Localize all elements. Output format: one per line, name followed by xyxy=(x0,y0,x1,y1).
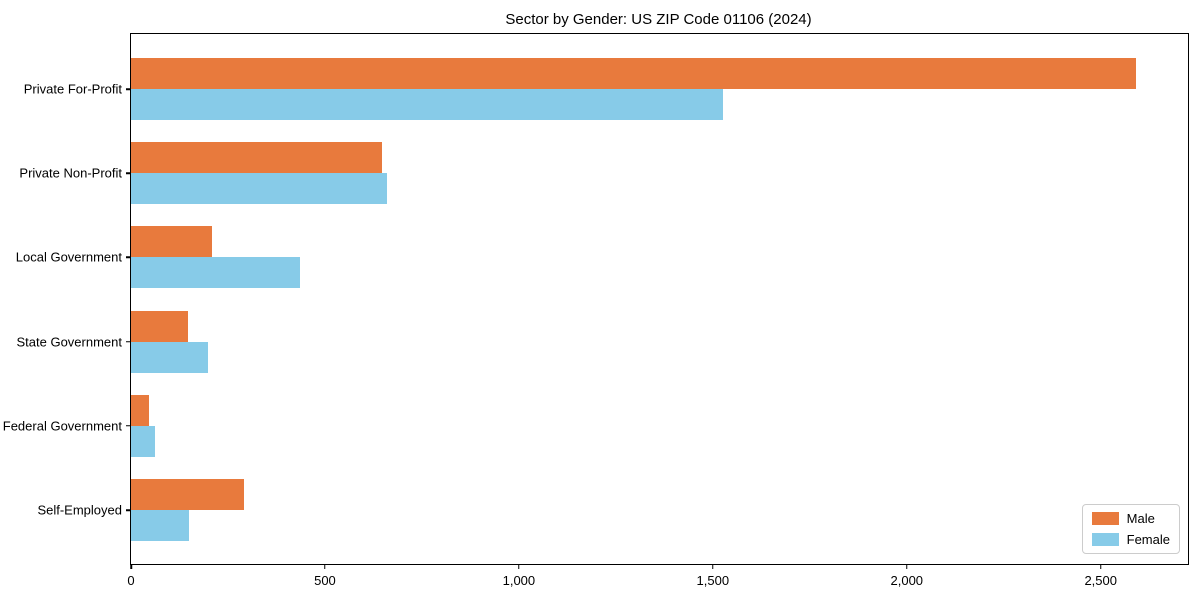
legend-item-male: Male xyxy=(1091,511,1170,526)
x-tick-mark-2000 xyxy=(906,564,908,569)
x-tick-mark-2500 xyxy=(1099,564,1102,569)
legend-label-female: Female xyxy=(1126,532,1170,547)
bar-male-federal-government xyxy=(131,394,149,426)
y-tick-mark-private-for-profit xyxy=(126,88,131,90)
y-tick-label-private-for-profit: Private For-Profit xyxy=(23,81,122,97)
legend-swatch-male-icon xyxy=(1091,512,1119,525)
legend-swatch-female-icon xyxy=(1091,533,1119,546)
x-tick-label-1500: 1,500 xyxy=(696,573,730,588)
bar-male-private-non-profit xyxy=(131,142,382,174)
legend-item-female: Female xyxy=(1091,532,1170,547)
bar-male-local-government xyxy=(131,226,213,258)
x-tick-label-1000: 1,000 xyxy=(502,573,536,588)
legend: Male Female xyxy=(1081,504,1180,554)
x-tick-label-500: 500 xyxy=(314,573,336,588)
y-tick-mark-private-non-profit xyxy=(126,172,131,174)
bar-female-private-non-profit xyxy=(131,173,387,205)
y-tick-mark-federal-government xyxy=(126,425,131,427)
bar-female-self-employed xyxy=(131,510,189,541)
x-tick-label-0: 0 xyxy=(127,573,135,588)
x-tick-mark-1500 xyxy=(712,564,714,569)
bar-female-local-government xyxy=(131,257,301,289)
y-tick-label-self-employed: Self-Employed xyxy=(37,502,122,518)
bar-female-private-for-profit xyxy=(131,89,723,120)
x-tick-label-2500: 2,500 xyxy=(1084,573,1117,588)
y-tick-mark-local-government xyxy=(126,256,131,259)
bar-female-federal-government xyxy=(131,425,156,457)
y-tick-label-state-government: State Government xyxy=(16,334,123,350)
y-tick-label-federal-government: Federal Government xyxy=(2,418,122,434)
y-tick-mark-self-employed xyxy=(126,509,131,511)
bar-male-private-for-profit xyxy=(131,58,1136,89)
chart-title: Sector by Gender: US ZIP Code 01106 (202… xyxy=(505,11,812,28)
y-tick-label-local-government: Local Government xyxy=(15,249,122,265)
legend-label-male: Male xyxy=(1126,511,1155,526)
x-tick-label-2000: 2,000 xyxy=(890,573,924,588)
y-tick-mark-state-government xyxy=(126,340,131,343)
x-tick-mark-500 xyxy=(324,564,326,569)
bar-female-state-government xyxy=(131,341,208,373)
bar-male-state-government xyxy=(131,310,189,342)
bar-male-self-employed xyxy=(131,479,244,510)
x-tick-mark-0 xyxy=(130,564,132,569)
x-tick-mark-1000 xyxy=(518,564,520,569)
y-tick-label-private-non-profit: Private Non-Profit xyxy=(19,165,122,181)
plot-area: Male Female Private For-Profit Private No… xyxy=(3,33,1189,588)
